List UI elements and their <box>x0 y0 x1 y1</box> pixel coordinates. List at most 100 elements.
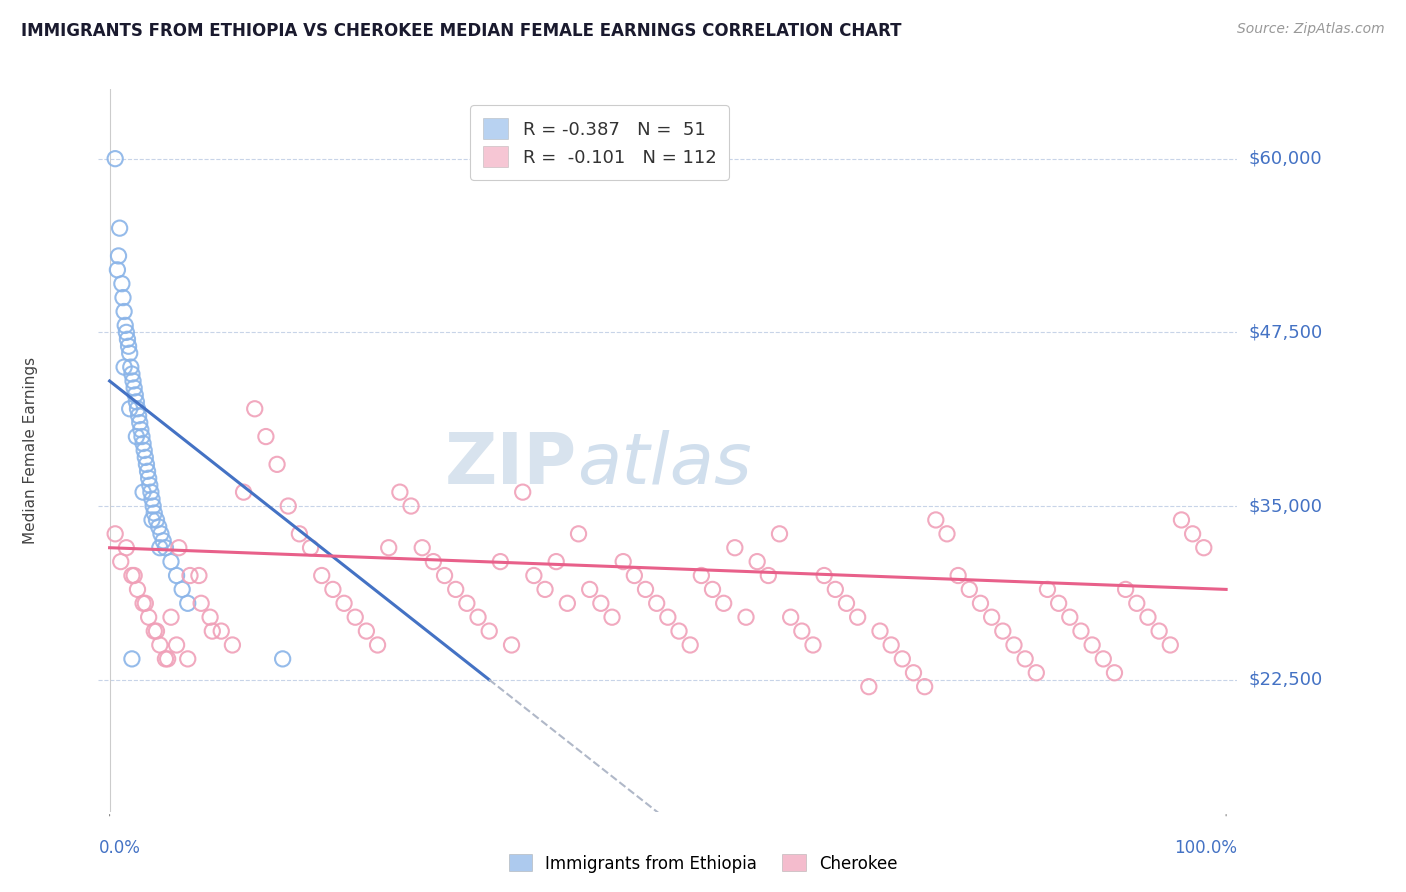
Point <box>143 624 166 639</box>
Point <box>134 450 156 465</box>
Point <box>1002 638 1025 652</box>
Point <box>111 291 134 305</box>
Point <box>1192 541 1215 555</box>
Point <box>166 568 188 582</box>
Point <box>198 610 221 624</box>
Point <box>160 555 183 569</box>
Point <box>114 318 136 333</box>
Point <box>589 596 612 610</box>
Point <box>111 277 134 291</box>
Point <box>858 680 880 694</box>
Point <box>399 499 422 513</box>
Point <box>1181 526 1204 541</box>
Point <box>155 652 177 666</box>
Point <box>824 582 846 597</box>
Point <box>125 429 148 443</box>
Point <box>713 596 735 610</box>
Point <box>132 436 155 450</box>
Point <box>120 360 142 375</box>
Point <box>131 429 153 443</box>
Point <box>121 568 143 582</box>
Point <box>134 596 156 610</box>
Point <box>1014 652 1036 666</box>
Point <box>835 596 858 610</box>
Point <box>914 680 936 694</box>
Point <box>177 596 200 610</box>
Point <box>179 568 201 582</box>
Point <box>117 332 139 346</box>
Point <box>122 374 145 388</box>
Point <box>115 541 138 555</box>
Point <box>567 526 589 541</box>
Point <box>679 638 702 652</box>
Point <box>110 555 132 569</box>
Point <box>467 610 489 624</box>
Point <box>957 582 980 597</box>
Point <box>141 492 163 507</box>
Point <box>735 610 758 624</box>
Point <box>155 541 177 555</box>
Point <box>645 596 668 610</box>
Point <box>768 526 790 541</box>
Point <box>1070 624 1092 639</box>
Point <box>512 485 534 500</box>
Point <box>127 401 149 416</box>
Text: atlas: atlas <box>576 431 751 500</box>
Point <box>612 555 634 569</box>
Point <box>209 624 232 639</box>
Point <box>288 526 311 541</box>
Text: Median Female Earnings: Median Female Earnings <box>22 357 38 544</box>
Point <box>523 568 546 582</box>
Point <box>1047 596 1070 610</box>
Point <box>124 388 146 402</box>
Point <box>702 582 724 597</box>
Text: ZIP: ZIP <box>444 431 576 500</box>
Point <box>422 555 444 569</box>
Point <box>1115 582 1137 597</box>
Point <box>148 520 170 534</box>
Point <box>903 665 925 680</box>
Point <box>122 381 145 395</box>
Point <box>121 367 143 381</box>
Point <box>311 568 333 582</box>
Point <box>969 596 991 610</box>
Point <box>152 533 174 548</box>
Point <box>142 499 165 513</box>
Point <box>271 652 294 666</box>
Point <box>634 582 657 597</box>
Point <box>747 555 769 569</box>
Point <box>135 458 157 472</box>
Point <box>813 568 835 582</box>
Point <box>756 568 779 582</box>
Point <box>128 409 150 423</box>
Point <box>108 221 131 235</box>
Point <box>201 624 224 639</box>
Point <box>980 610 1002 624</box>
Point <box>115 326 138 340</box>
Point <box>657 610 679 624</box>
Point <box>356 624 378 639</box>
Point <box>377 541 399 555</box>
Point <box>141 513 163 527</box>
Point <box>177 652 200 666</box>
Point <box>277 499 299 513</box>
Point <box>534 582 557 597</box>
Point <box>946 568 969 582</box>
Point <box>254 429 277 443</box>
Point <box>1092 652 1115 666</box>
Point <box>925 513 948 527</box>
Point <box>149 638 172 652</box>
Point <box>1104 665 1126 680</box>
Point <box>1059 610 1081 624</box>
Point <box>478 624 501 639</box>
Point <box>139 485 162 500</box>
Point <box>846 610 869 624</box>
Point <box>388 485 411 500</box>
Point <box>1025 665 1047 680</box>
Text: Source: ZipAtlas.com: Source: ZipAtlas.com <box>1237 22 1385 37</box>
Point <box>299 541 322 555</box>
Point <box>790 624 813 639</box>
Point <box>112 304 135 318</box>
Point <box>690 568 713 582</box>
Point <box>167 541 190 555</box>
